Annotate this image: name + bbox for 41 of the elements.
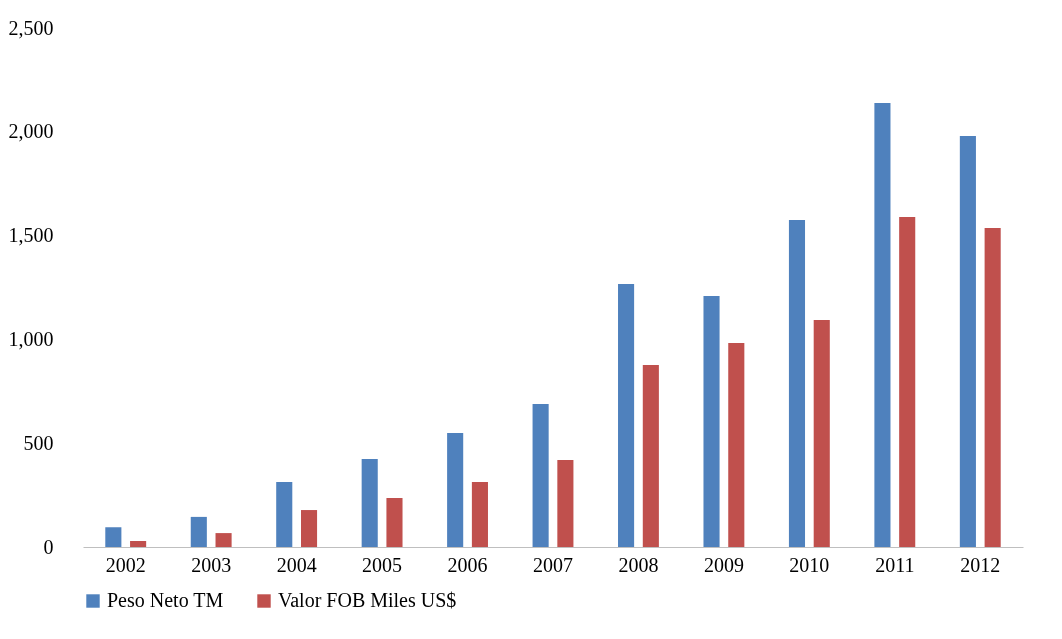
bar: [447, 433, 464, 547]
y-tick-label: 1,000: [8, 327, 54, 350]
bar: [788, 220, 806, 547]
x-tick-label: 2005: [362, 553, 403, 576]
x-tick-label: 2008: [618, 553, 659, 576]
bar: [532, 403, 549, 547]
bar: [190, 516, 207, 547]
bar: [361, 458, 378, 547]
bar: [959, 135, 976, 547]
bar: [874, 102, 891, 547]
y-tick-label: 2,000: [8, 120, 54, 143]
bar: [557, 460, 574, 547]
bar: [215, 533, 232, 547]
x-tick-label: 2007: [533, 553, 573, 576]
y-tick-label: 2,500: [8, 16, 54, 39]
x-tick-label: 2004: [276, 553, 317, 576]
bar: [618, 283, 635, 547]
bar: [984, 227, 1001, 547]
legend-label: Peso Neto TM: [107, 589, 224, 611]
y-tick-label: 0: [43, 535, 54, 558]
x-tick-label: 2006: [447, 553, 488, 576]
x-tick-label: 2003: [191, 553, 232, 576]
bar: [899, 216, 916, 547]
y-tick-label: 500: [23, 431, 54, 454]
x-tick-label: 2012: [960, 553, 1001, 576]
bar: [642, 364, 659, 547]
legend-label: Valor FOB Miles US$: [278, 589, 457, 611]
bar: [703, 296, 720, 547]
bar: [276, 482, 293, 547]
bar: [728, 342, 745, 547]
x-tick-label: 2010: [789, 553, 830, 576]
bar: [813, 320, 830, 547]
x-tick-label: 2002: [105, 553, 146, 576]
x-tick-label: 2011: [875, 553, 915, 576]
y-tick-label: 1,500: [8, 224, 54, 247]
bar: [386, 498, 403, 547]
bar: [300, 510, 318, 547]
x-tick-label: 2009: [703, 553, 744, 576]
bar: [105, 527, 122, 547]
bar: [471, 482, 488, 547]
bar: [130, 540, 147, 547]
